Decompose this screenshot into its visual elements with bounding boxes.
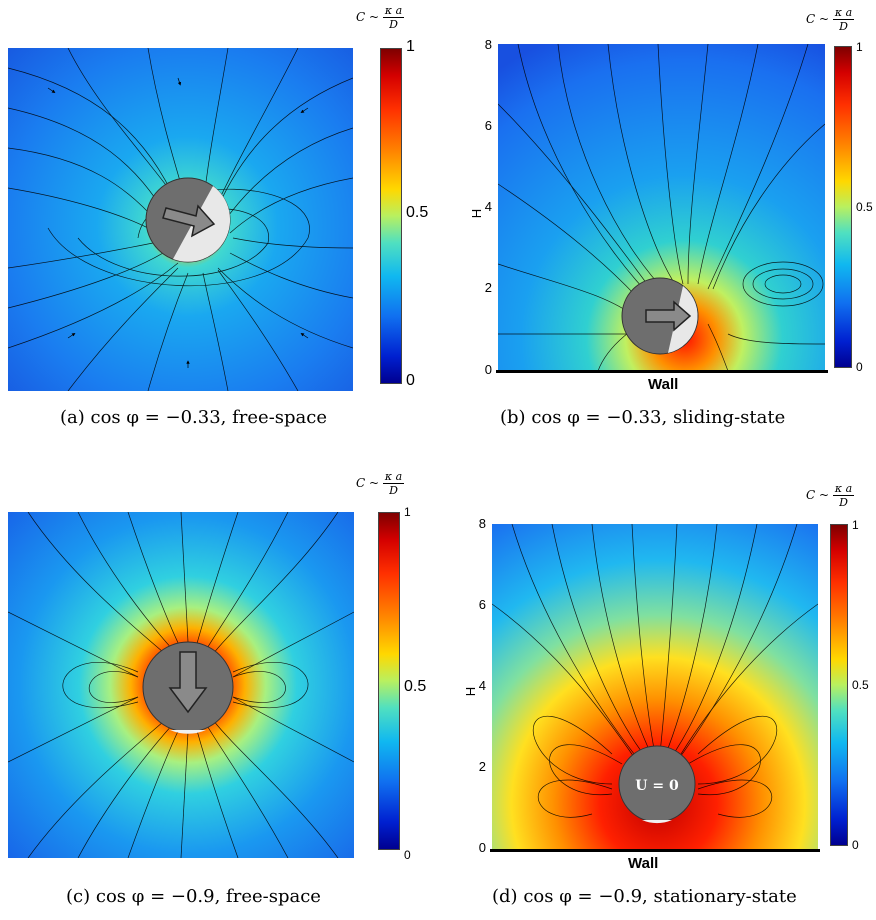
arrow-down-icon <box>168 651 208 714</box>
colorbar-mid-c: 0.5 <box>404 678 427 695</box>
colorbar-max-d: 1 <box>852 518 859 532</box>
ytick-d-0: 0 <box>478 840 486 855</box>
caption-b: (b) cos φ = −0.33, sliding-state <box>500 407 786 428</box>
colorbar-max-a: 1 <box>406 38 415 55</box>
heatmap-c <box>8 512 354 858</box>
colorbar-min-d: 0 <box>852 838 859 852</box>
wall-d <box>490 849 820 852</box>
colorbar-b <box>834 46 852 368</box>
caption-a: (a) cos φ = −0.33, free-space <box>60 407 328 428</box>
particle-d: U = 0 <box>618 745 696 824</box>
wall-label-b: Wall <box>648 376 679 393</box>
ytick-d-4: 4 <box>478 678 486 693</box>
colorbar-c <box>378 512 400 850</box>
ytick-b-4: 4 <box>484 199 492 214</box>
particle-label-d: U = 0 <box>635 778 679 794</box>
colorbar-mid-a: 0.5 <box>406 204 429 221</box>
colorbar-mid-b: 0.5 <box>856 200 873 214</box>
heatmap-a <box>8 48 353 391</box>
arrow-icon <box>645 300 692 332</box>
colorbar-a <box>380 48 402 384</box>
caption-c: (c) cos φ = −0.9, free-space <box>66 886 321 907</box>
arrow-icon <box>162 204 216 238</box>
colorbar-d <box>830 524 848 846</box>
ylabel-d: H <box>463 686 479 697</box>
colorbar-min-a: 0 <box>406 372 415 389</box>
colorbar-mid-d: 0.5 <box>852 678 869 692</box>
colorbar-max-c: 1 <box>404 505 411 519</box>
colorbar-min-b: 0 <box>856 360 863 374</box>
colorbar-max-b: 1 <box>856 40 863 54</box>
heatmap-b <box>498 44 825 371</box>
ytick-b-8: 8 <box>484 37 492 52</box>
particle-c <box>142 641 234 734</box>
colorbar-min-c: 0 <box>404 848 411 862</box>
heatmap-d: U = 0 <box>492 524 818 849</box>
particle-b <box>621 277 699 355</box>
ytick-b-2: 2 <box>484 280 492 295</box>
ytick-b-0: 0 <box>484 362 492 377</box>
wall-label-d: Wall <box>628 855 659 872</box>
ytick-d-2: 2 <box>478 759 486 774</box>
ylabel-b: H <box>469 208 485 219</box>
caption-d: (d) cos φ = −0.9, stationary-state <box>492 886 797 907</box>
particle-a <box>145 177 231 263</box>
ytick-d-8: 8 <box>478 516 486 531</box>
ytick-b-6: 6 <box>484 118 492 133</box>
ytick-d-6: 6 <box>478 597 486 612</box>
wall-b <box>496 370 828 373</box>
